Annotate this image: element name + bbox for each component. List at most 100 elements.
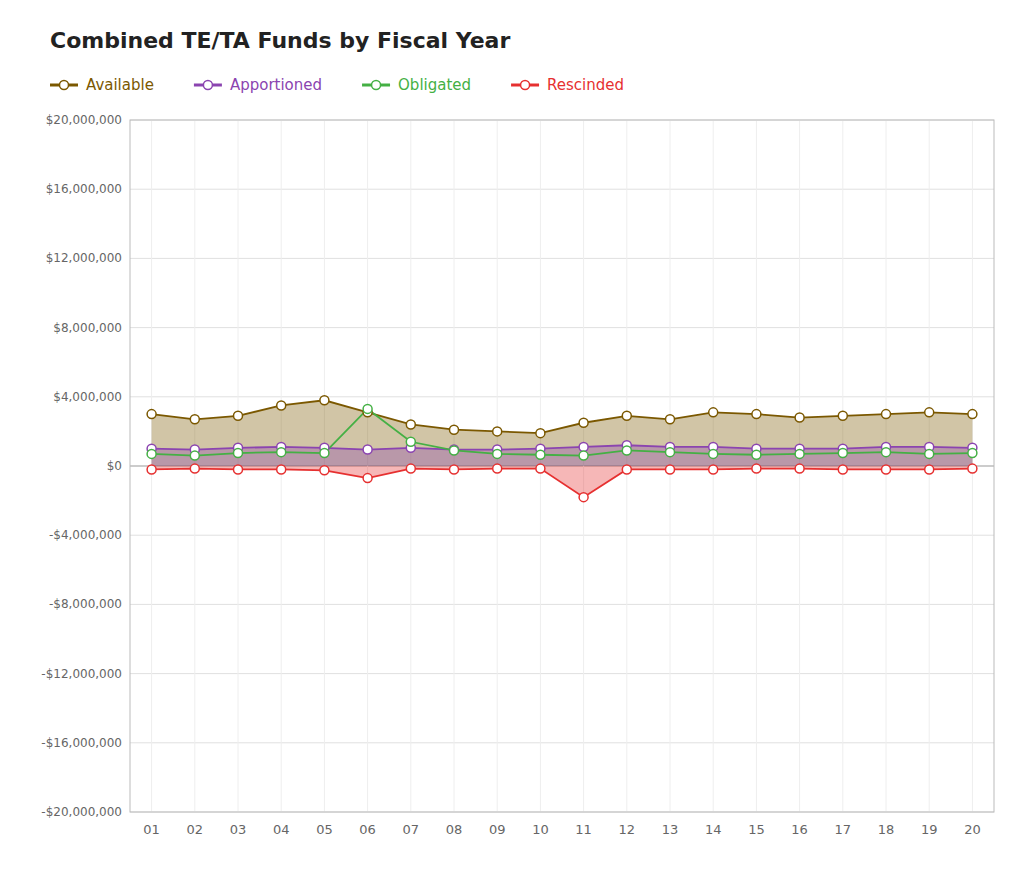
x-tick-label: 07 xyxy=(403,822,420,837)
grid-line xyxy=(130,396,994,397)
marker xyxy=(320,466,329,475)
marker xyxy=(363,404,372,413)
marker xyxy=(363,445,372,454)
marker xyxy=(709,449,718,458)
marker xyxy=(190,415,199,424)
marker xyxy=(320,396,329,405)
x-tick-label: 20 xyxy=(964,822,981,837)
marker xyxy=(320,449,329,458)
marker xyxy=(450,465,459,474)
x-tick-label: 05 xyxy=(316,822,333,837)
area xyxy=(152,466,973,497)
x-tick-label: 12 xyxy=(619,822,636,837)
marker xyxy=(406,420,415,429)
marker xyxy=(838,465,847,474)
x-tick-label: 03 xyxy=(230,822,247,837)
legend-marker xyxy=(521,81,530,90)
line xyxy=(152,409,973,456)
x-tick-label: 14 xyxy=(705,822,722,837)
marker xyxy=(968,449,977,458)
marker xyxy=(925,449,934,458)
marker xyxy=(190,451,199,460)
marker xyxy=(752,450,761,459)
marker xyxy=(536,429,545,438)
marker xyxy=(450,445,459,454)
marker xyxy=(277,465,286,474)
y-tick-label: -$8,000,000 xyxy=(49,597,122,611)
legend-item: Obligated xyxy=(362,76,471,94)
grid-line xyxy=(130,604,994,605)
marker xyxy=(277,448,286,457)
x-axis: 0102030405060708091011121314151617181920 xyxy=(143,822,980,837)
marker xyxy=(277,401,286,410)
legend-label: Available xyxy=(86,76,154,94)
x-tick-label: 06 xyxy=(359,822,376,837)
plot-area xyxy=(147,396,977,502)
marker xyxy=(147,465,156,474)
x-tick-label: 08 xyxy=(446,822,463,837)
x-tick-label: 02 xyxy=(187,822,204,837)
marker xyxy=(579,493,588,502)
x-tick-label: 09 xyxy=(489,822,506,837)
legend-label: Obligated xyxy=(398,76,471,94)
grid-line xyxy=(130,327,994,328)
marker xyxy=(622,465,631,474)
x-tick-label: 04 xyxy=(273,822,290,837)
y-tick-label: $12,000,000 xyxy=(46,251,122,265)
marker xyxy=(450,425,459,434)
marker xyxy=(666,415,675,424)
y-tick-label: -$20,000,000 xyxy=(41,805,122,819)
line xyxy=(152,445,973,449)
y-tick-label: -$4,000,000 xyxy=(49,528,122,542)
x-tick-label: 13 xyxy=(662,822,679,837)
marker xyxy=(450,446,459,455)
marker xyxy=(493,464,502,473)
y-tick-label: $0 xyxy=(107,459,122,473)
grid-line xyxy=(130,258,994,259)
marker xyxy=(406,464,415,473)
y-tick-label: -$12,000,000 xyxy=(41,667,122,681)
marker xyxy=(579,442,588,451)
marker xyxy=(968,464,977,473)
x-tick-label: 18 xyxy=(878,822,895,837)
y-tick-label: -$16,000,000 xyxy=(41,736,122,750)
marker xyxy=(147,410,156,419)
marker xyxy=(925,465,934,474)
marker xyxy=(709,408,718,417)
x-tick-label: 11 xyxy=(575,822,592,837)
marker xyxy=(234,465,243,474)
chart: Combined TE/TA Funds by Fiscal Year Avail… xyxy=(0,0,1024,872)
grid-line xyxy=(130,673,994,674)
marker xyxy=(752,410,761,419)
title: Combined TE/TA Funds by Fiscal Year xyxy=(50,28,510,53)
marker xyxy=(666,448,675,457)
marker xyxy=(795,449,804,458)
grid-line xyxy=(130,535,994,536)
legend-marker xyxy=(372,81,381,90)
marker xyxy=(190,464,199,473)
marker xyxy=(752,464,761,473)
marker xyxy=(536,464,545,473)
marker xyxy=(666,465,675,474)
x-tick-label: 01 xyxy=(143,822,160,837)
legend-item: Available xyxy=(50,76,154,94)
marker xyxy=(882,465,891,474)
legend-item: Apportioned xyxy=(194,76,322,94)
marker xyxy=(968,410,977,419)
legend-marker xyxy=(203,81,212,90)
x-tick-label: 15 xyxy=(748,822,765,837)
line xyxy=(152,400,973,433)
grid-line xyxy=(130,742,994,743)
plot-frame xyxy=(130,120,994,812)
marker xyxy=(795,413,804,422)
marker xyxy=(234,411,243,420)
y-tick-label: $4,000,000 xyxy=(53,390,122,404)
y-axis: -$20,000,000 -$16,000,000 -$12,000,000 -$8,… xyxy=(41,113,994,819)
marker xyxy=(493,449,502,458)
legend-item: Rescinded xyxy=(511,76,624,94)
x-tick-label: 10 xyxy=(532,822,549,837)
y-tick-label: $16,000,000 xyxy=(46,182,122,196)
marker xyxy=(925,408,934,417)
legend: Available Apportioned Obligated Rescinded xyxy=(50,76,624,94)
legend-label: Apportioned xyxy=(230,76,322,94)
